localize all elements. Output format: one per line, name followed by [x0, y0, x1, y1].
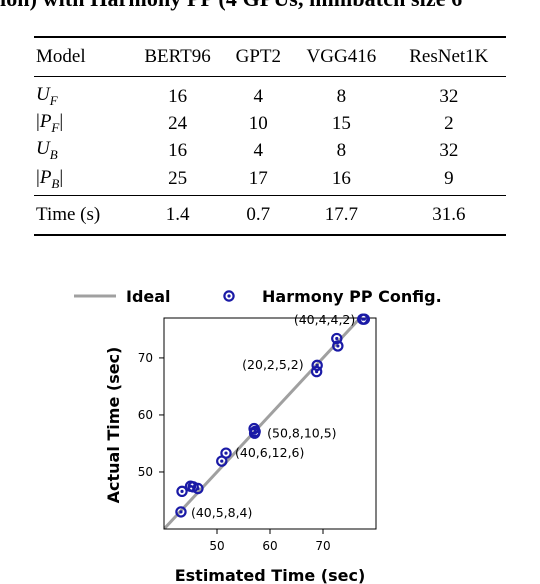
row-label-pb: |PB| — [36, 166, 64, 191]
marker-ring — [249, 425, 261, 438]
data-point — [175, 506, 187, 518]
y-tick-label: 50 — [138, 465, 153, 479]
table-cell: 1.4 — [165, 203, 190, 225]
marker-ring — [223, 290, 235, 302]
legend-points-label: Harmony PP Config. — [262, 287, 442, 306]
y-axis-label: Actual Time (sec) — [104, 347, 123, 504]
table-row-pb: |PB| 25 17 16 9 — [34, 164, 506, 195]
header-model: Model — [34, 37, 130, 77]
table-row-uf: UF 16 4 8 32 — [34, 76, 506, 111]
plot-area: 50 60 70 50 60 70 (40,4,4,2) (20,2,5,2) (50,8,10… — [138, 312, 377, 553]
y-tick-label: 70 — [138, 351, 153, 365]
table-cell: 8 — [336, 85, 347, 107]
marker-core — [196, 486, 200, 491]
data-point — [249, 425, 261, 438]
table-row-ub: UB 16 4 8 32 — [34, 137, 506, 164]
data-point — [311, 359, 323, 372]
point-annotation: (40,4,4,2) — [294, 312, 355, 327]
marker-core — [336, 344, 340, 348]
point-annotation: (50,8,10,5) — [267, 425, 336, 440]
row-label-uf: UF — [36, 84, 58, 108]
table-cell: 31.6 — [432, 203, 466, 225]
chart-legend: Ideal Harmony PP Config. — [74, 287, 442, 306]
marker-ring — [310, 365, 323, 378]
table-cell: 17 — [248, 168, 268, 190]
table-cell: 4 — [253, 139, 264, 161]
legend-marker — [223, 290, 235, 302]
table-cell: 17.7 — [324, 203, 358, 225]
x-tick-label: 50 — [209, 539, 224, 553]
point-annotation: (40,6,12,6) — [235, 445, 304, 460]
point-annotation: (40,5,8,4) — [191, 505, 252, 520]
marker-core — [224, 451, 228, 455]
table-header-row: Model BERT96 GPT2 VGG416 ResNet1K — [34, 37, 506, 77]
data-point — [192, 482, 204, 495]
y-tick-label: 60 — [138, 408, 153, 422]
header-gpt2: GPT2 — [225, 37, 292, 77]
table-cell: 16 — [168, 139, 188, 161]
table-cell: 4 — [253, 85, 264, 107]
data-point — [220, 447, 232, 459]
data-point — [332, 340, 344, 352]
table-cell: 15 — [331, 112, 351, 134]
marker-core — [227, 294, 231, 298]
table-cell: 32 — [439, 139, 459, 161]
x-tick-label: 60 — [262, 539, 277, 553]
marker-core — [180, 489, 184, 493]
legend-points-swatch — [223, 290, 235, 302]
marker-ring — [311, 359, 323, 372]
table-row-pf: |PF| 24 10 15 2 — [34, 110, 506, 137]
marker-ring — [220, 447, 232, 459]
table-cell: 2 — [444, 112, 454, 134]
marker-ring — [332, 340, 344, 352]
data-point — [358, 313, 371, 325]
legend-ideal-label: Ideal — [126, 287, 171, 306]
table-cell: 16 — [168, 85, 188, 107]
point-annotation: (20,2,5,2) — [242, 357, 303, 372]
row-label-pf: |PF| — [36, 111, 64, 135]
data-point — [176, 485, 188, 498]
marker-ring — [192, 482, 204, 495]
marker-core — [253, 429, 257, 434]
table-cell: 16 — [331, 168, 351, 190]
marker-core — [335, 336, 339, 341]
marker-ring — [358, 313, 371, 325]
marker-core — [220, 459, 224, 463]
marker-core — [179, 510, 183, 514]
marker-ring — [175, 506, 187, 518]
table-cell: 0.7 — [246, 203, 271, 225]
x-tick-label: 70 — [315, 539, 330, 553]
marker-ring — [331, 332, 343, 345]
table-row-time: Time (s) 1.4 0.7 17.7 31.6 — [34, 195, 506, 235]
x-axis-label: Estimated Time (sec) — [175, 566, 366, 584]
marker-core — [362, 317, 366, 321]
table-cell: 10 — [248, 112, 268, 134]
plot-frame — [163, 317, 377, 530]
data-point — [331, 332, 343, 345]
table-caption: ion) with Harmony PP (4 GPUs, minibatch … — [0, 0, 540, 12]
table-cell: 24 — [168, 112, 188, 134]
marker-ring — [176, 485, 188, 498]
table-cell: 25 — [168, 168, 188, 190]
table-cell: 8 — [336, 139, 347, 161]
results-table: Model BERT96 GPT2 VGG416 ResNet1K UF 16 … — [34, 36, 506, 236]
header-vgg416: VGG416 — [291, 37, 392, 77]
header-resnet1k: ResNet1K — [391, 37, 506, 77]
row-label-ub: UB — [36, 138, 58, 162]
marker-core — [315, 363, 319, 367]
table-cell: 9 — [444, 168, 454, 190]
row-label-time: Time (s) — [36, 203, 101, 225]
table-cell: 32 — [439, 85, 459, 107]
header-bert96: BERT96 — [129, 37, 226, 77]
ideal-line — [164, 318, 363, 529]
